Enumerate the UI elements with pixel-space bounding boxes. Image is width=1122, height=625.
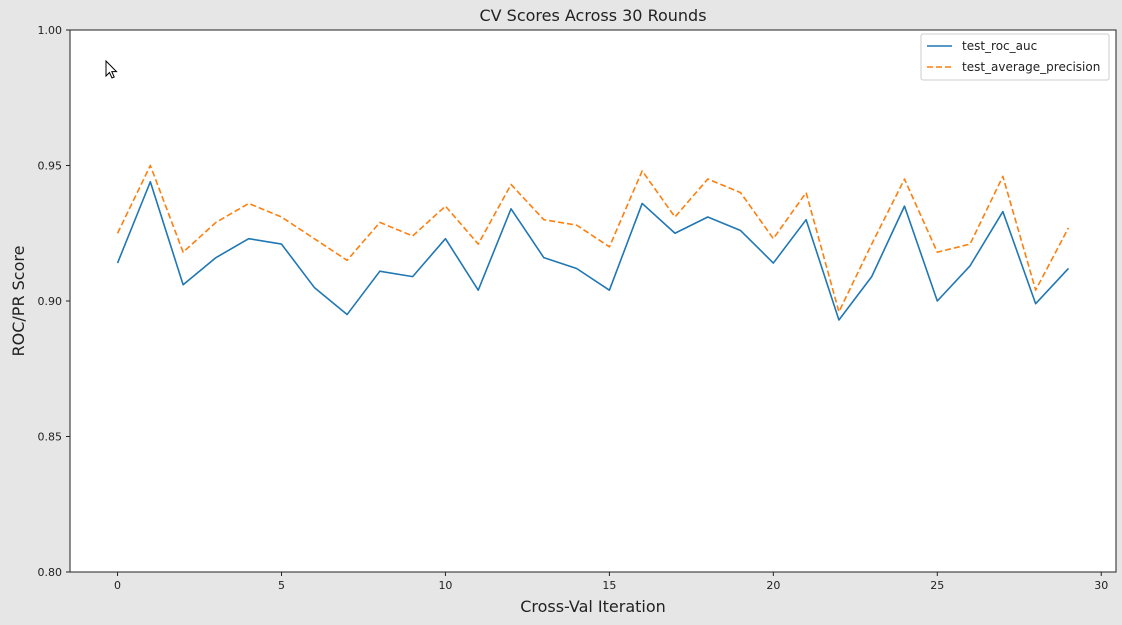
x-axis-label: Cross-Val Iteration bbox=[520, 597, 666, 616]
x-tick-label: 10 bbox=[438, 579, 452, 592]
legend-label: test_roc_auc bbox=[962, 39, 1037, 53]
y-axis-label: ROC/PR Score bbox=[9, 246, 28, 357]
x-axis-ticks: 0 5 10 15 20 25 30 bbox=[114, 572, 1108, 592]
y-axis-ticks: 0.80 0.85 0.90 0.95 1.00 bbox=[38, 24, 70, 579]
series-lines bbox=[116, 164, 1070, 321]
x-tick-label: 20 bbox=[766, 579, 780, 592]
series-line-test-average-precision bbox=[116, 164, 1070, 313]
y-tick-label: 0.95 bbox=[38, 160, 63, 173]
legend-label: test_average_precision bbox=[962, 60, 1100, 74]
y-tick-label: 0.90 bbox=[38, 295, 63, 308]
y-tick-label: 0.85 bbox=[38, 431, 63, 444]
y-tick-label: 1.00 bbox=[38, 24, 63, 37]
series-line-test-roc-auc bbox=[116, 180, 1070, 321]
chart-title: CV Scores Across 30 Rounds bbox=[479, 6, 706, 25]
legend: test_roc_auc test_average_precision bbox=[920, 33, 1110, 81]
legend-box bbox=[920, 33, 1110, 81]
x-tick-label: 15 bbox=[602, 579, 616, 592]
x-tick-label: 0 bbox=[114, 579, 121, 592]
x-tick-label: 5 bbox=[278, 579, 285, 592]
x-tick-label: 30 bbox=[1094, 579, 1108, 592]
y-tick-label: 0.80 bbox=[38, 566, 63, 579]
mouse-pointer-icon bbox=[105, 59, 118, 79]
plot-area bbox=[69, 29, 1117, 573]
x-tick-label: 25 bbox=[930, 579, 944, 592]
